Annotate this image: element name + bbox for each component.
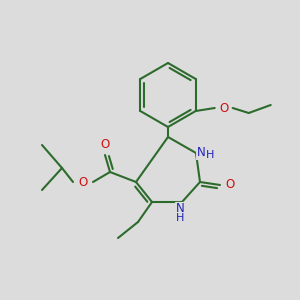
Text: N: N	[196, 146, 206, 160]
Text: N: N	[176, 202, 184, 215]
Text: O: O	[78, 176, 88, 188]
Text: O: O	[219, 101, 228, 115]
Text: H: H	[206, 150, 214, 160]
Text: O: O	[100, 139, 109, 152]
Text: O: O	[225, 178, 235, 191]
Text: H: H	[176, 213, 184, 223]
